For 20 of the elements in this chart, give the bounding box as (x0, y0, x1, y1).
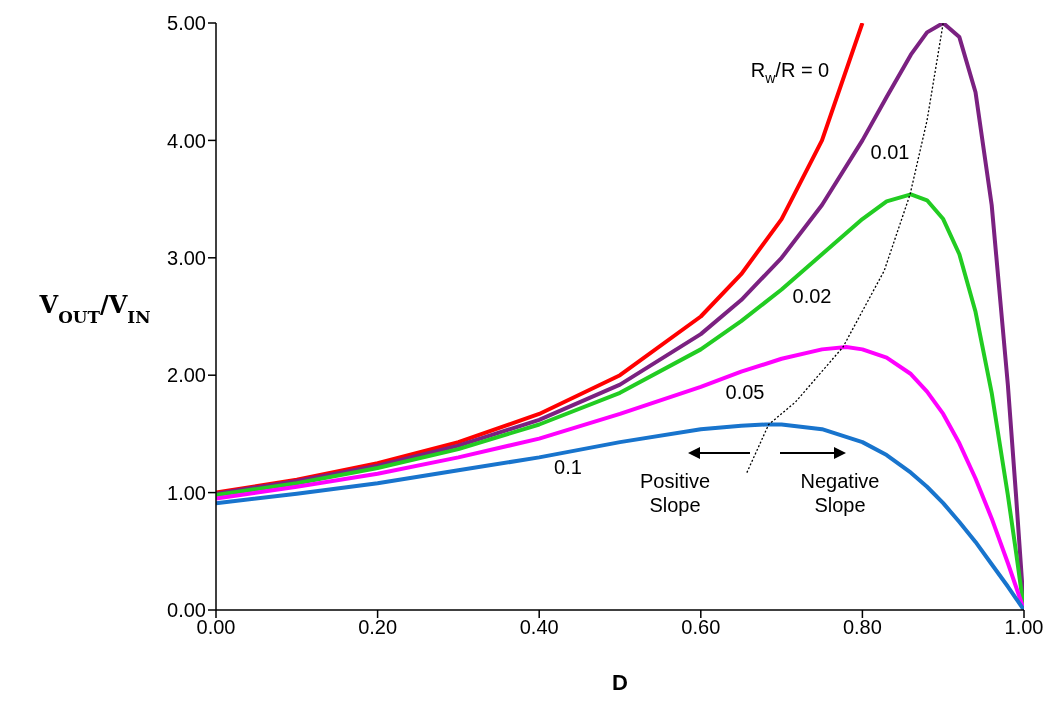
x-tick-label: 0.40 (519, 616, 559, 639)
x-tick-label: 0.80 (842, 616, 882, 639)
x-axis-title: D (612, 670, 628, 695)
annotation: 0.1 (554, 456, 582, 478)
y-tick-label: 4.00 (167, 129, 206, 152)
annotation: 0.02 (792, 285, 832, 307)
y-tick-label: 1.00 (167, 481, 206, 504)
annotation: R$_{w}$/R = 0 (750, 59, 830, 86)
x-tick-label: 0.20 (358, 616, 398, 639)
annotation: 0.05 (725, 381, 765, 403)
x-tick-label: 0.60 (681, 616, 721, 639)
y-tick-label: 3.00 (167, 246, 206, 269)
y-tick-label: 2.00 (167, 364, 206, 387)
x-tick-label: 1.00 (1004, 616, 1044, 639)
annotation: 0.01 (870, 141, 910, 163)
y-axis-title: V$_{OUT}$/V$_{IN}$ (38, 289, 151, 327)
y-tick-label: 5.00 (167, 12, 206, 35)
x-tick-label: 0.00 (196, 616, 236, 639)
annotation: Negative Slope (800, 470, 880, 516)
annotation: Positive Slope (639, 470, 711, 516)
